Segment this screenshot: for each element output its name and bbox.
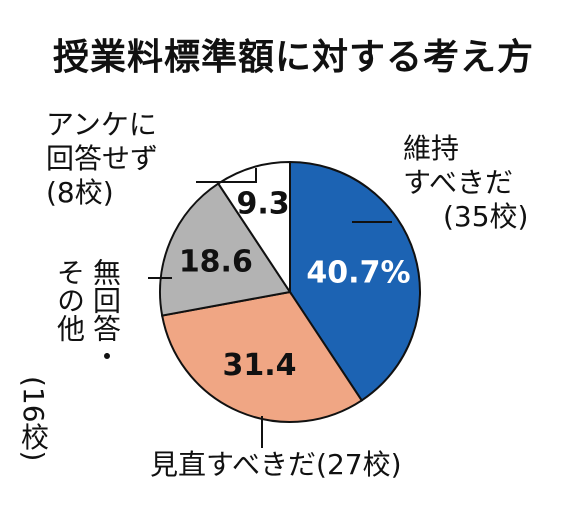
chart-title: 授業料標準額に対する考え方	[52, 37, 534, 78]
label-no-answer-count: (8校)	[46, 176, 114, 209]
pie-slice-no-answer	[216, 160, 291, 296]
label-maintain: 維持 すべきだ (35校)	[403, 132, 528, 234]
slice-value-no-answer: 9.3	[236, 186, 289, 221]
label-review: 見直すべきだ(27校)	[150, 448, 402, 482]
label-review-name: 見直すべきだ	[150, 448, 317, 481]
leader-line-no-answer	[196, 168, 257, 183]
label-other-col3: (16校)	[16, 376, 50, 461]
slice-value-maintain: 40.7%	[306, 255, 410, 290]
label-maintain-line1: 維持	[403, 132, 460, 165]
label-maintain-count: (35校)	[443, 200, 529, 233]
label-other-line1: 無回答・	[89, 258, 122, 370]
label-no-answer-line2: 回答せず	[46, 142, 159, 175]
label-other-count: (16校)	[17, 376, 50, 462]
label-maintain-line2: すべきだ	[403, 166, 514, 199]
label-no-answer: アンケに 回答せず (8校)	[46, 108, 158, 210]
slice-value-other: 18.6	[179, 244, 253, 279]
label-review-count: (27校)	[316, 448, 402, 481]
label-no-answer-line1: アンケに	[46, 108, 157, 141]
label-other-line2: その他	[53, 258, 86, 342]
label-other-col1: 無回答・	[88, 258, 122, 370]
label-other-col2: その他	[52, 258, 86, 342]
pie-slice-other	[159, 182, 292, 317]
slice-value-review: 31.4	[222, 348, 296, 383]
pie-slice-review	[160, 290, 364, 423]
